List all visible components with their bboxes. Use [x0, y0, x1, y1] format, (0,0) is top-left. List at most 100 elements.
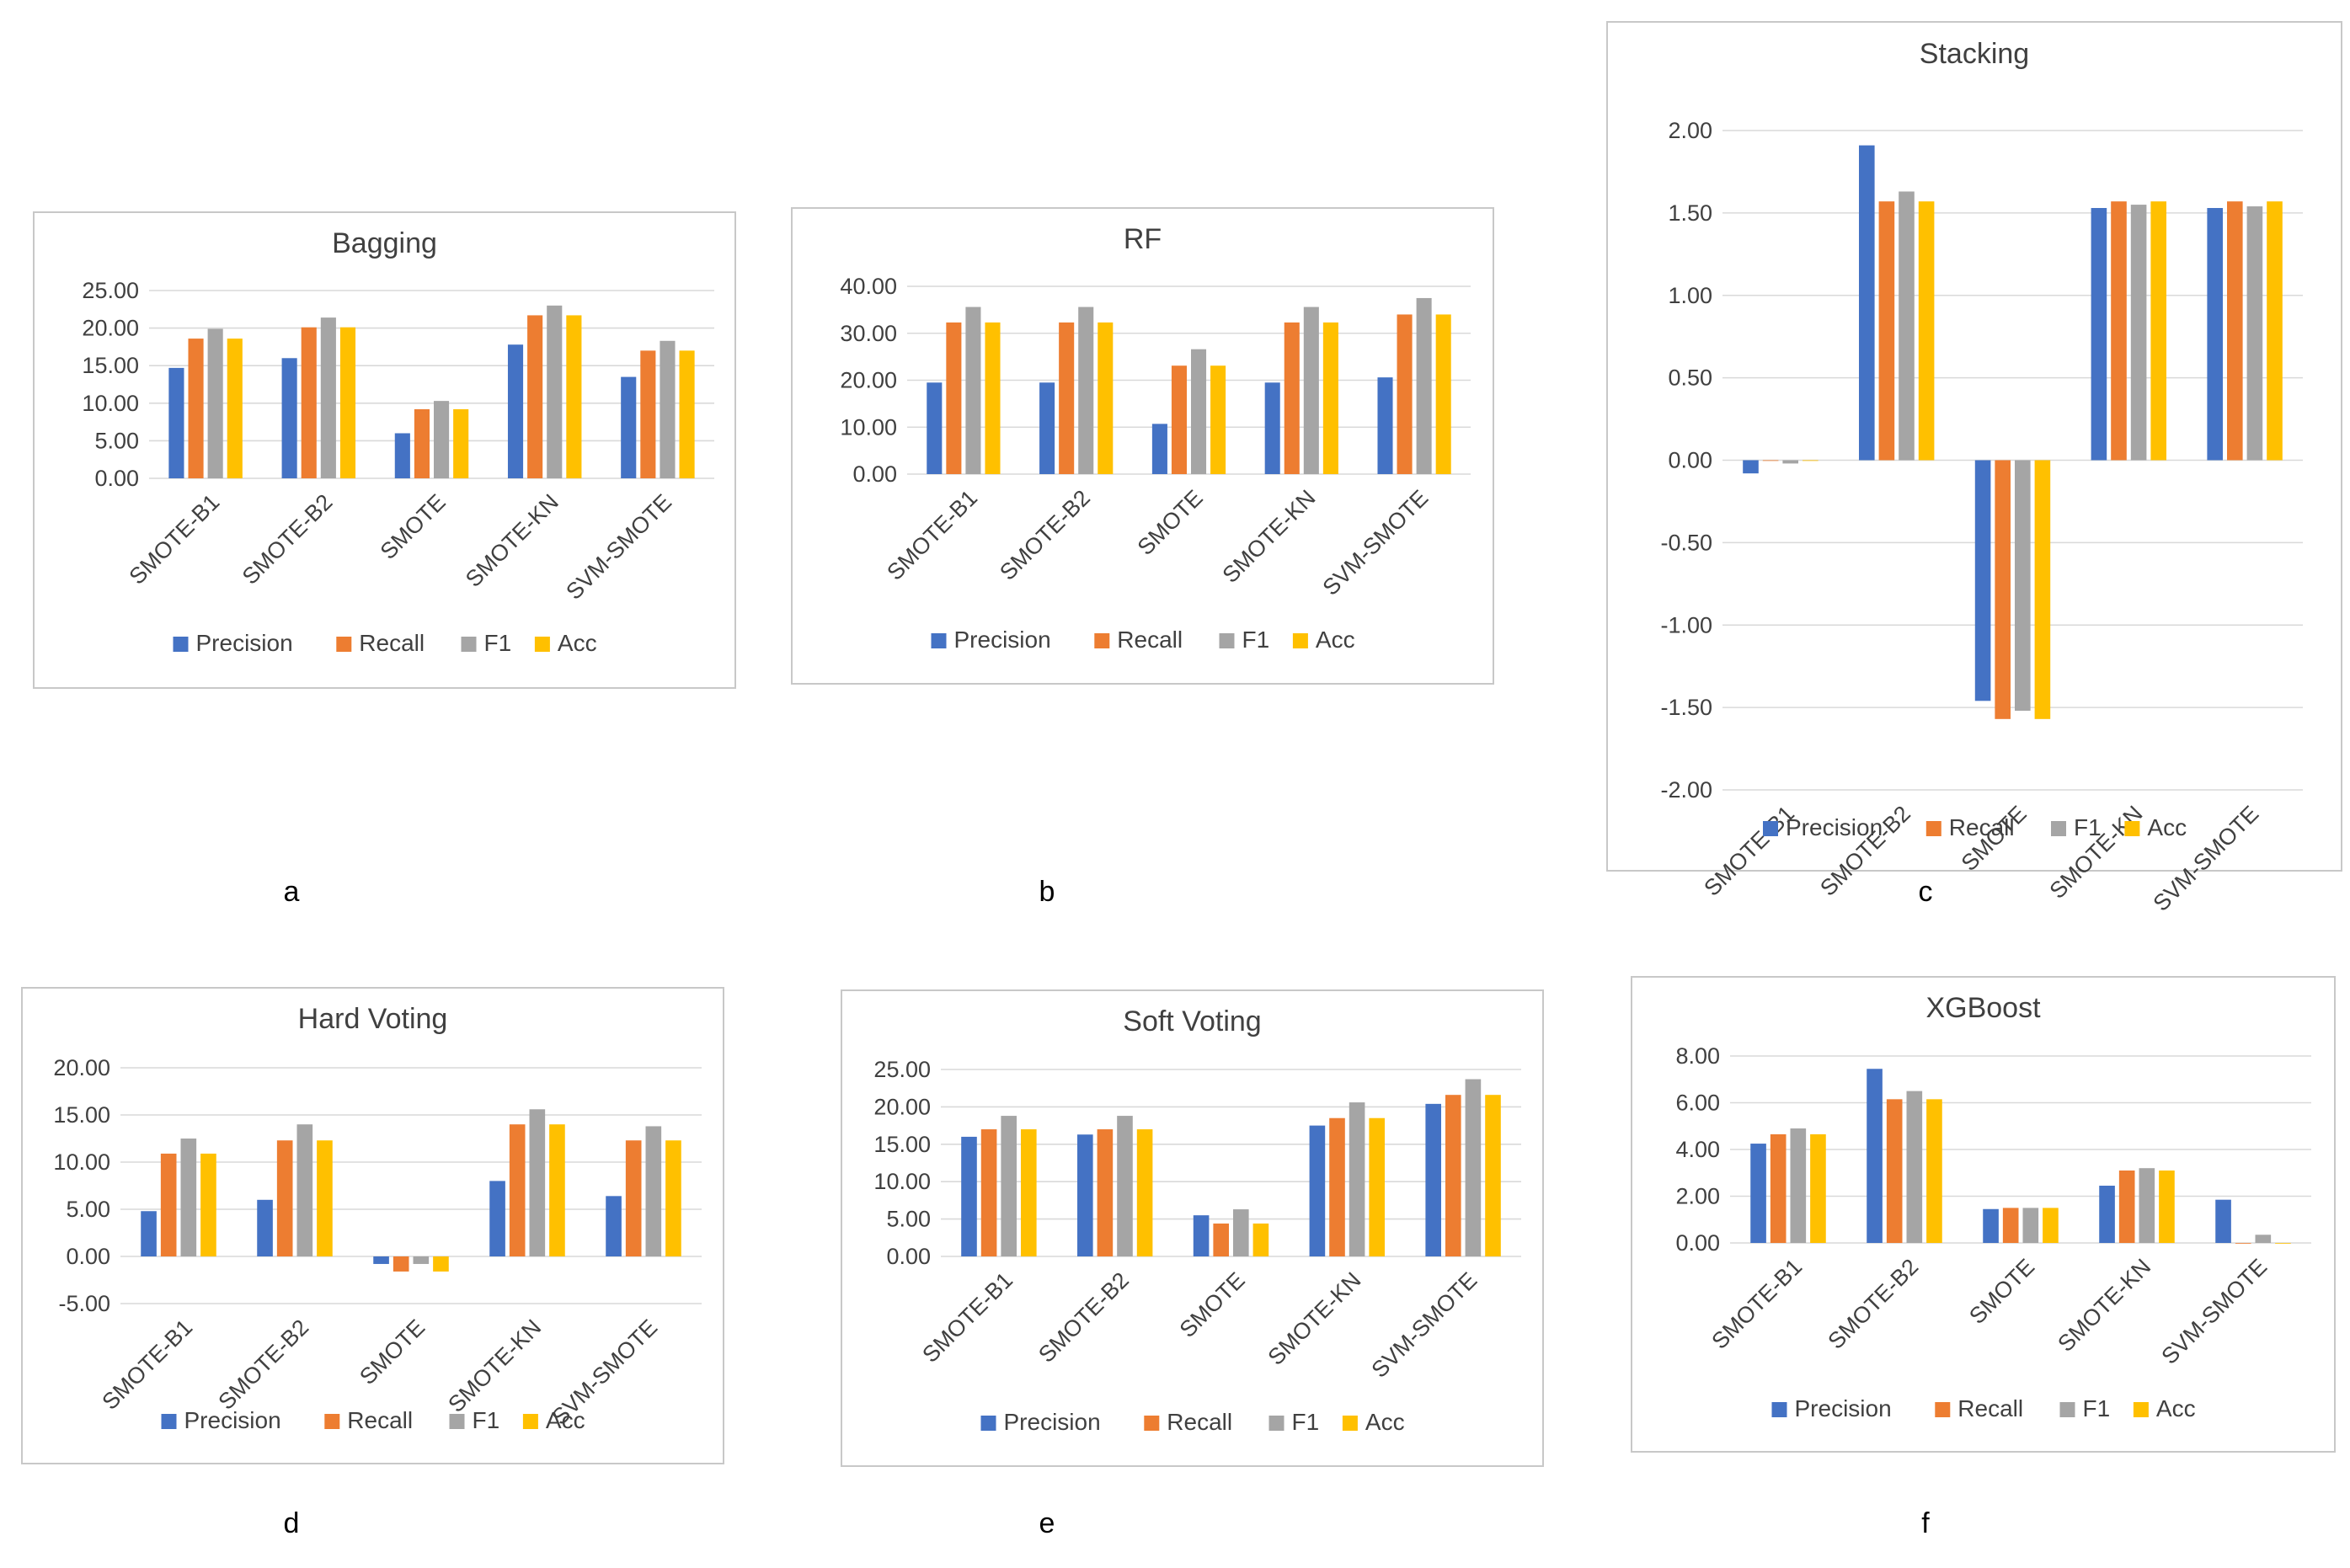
bar-precision-smote-kn — [1264, 382, 1280, 474]
legend-swatch-precision — [173, 637, 189, 652]
y-tick-label: 25.00 — [873, 1057, 931, 1082]
chart-panel-c: Stacking -2.00 -1.50 -1.00 -0.50 0.00 0.50 1.00… — [1606, 21, 2342, 916]
bar-f1-smote-kn — [1303, 307, 1319, 474]
bar-f1-smote-b1 — [1790, 1128, 1807, 1243]
legend-swatch-acc — [522, 1414, 538, 1429]
legend-swatch-acc — [1342, 1416, 1358, 1431]
y-tick-label: 5.00 — [66, 1197, 110, 1222]
bar-precision-smote-kn — [1309, 1125, 1326, 1256]
bar-acc-svm-smote — [1435, 314, 1451, 474]
bar-recall-smote-kn — [1284, 322, 1300, 474]
legend-label-recall: Recall — [1117, 627, 1183, 653]
y-tick-label: 1.50 — [1668, 200, 1712, 226]
bar-precision-smote-b1 — [927, 382, 943, 474]
legend-label-f1: F1 — [2083, 1395, 2111, 1421]
bar-precision-smote — [1193, 1215, 1210, 1256]
bar-precision-smote-b2 — [257, 1199, 273, 1256]
bar-f1-smote-kn — [529, 1109, 546, 1256]
y-tick-label: 10.00 — [840, 414, 897, 440]
bar-recall-smote-b2 — [276, 1140, 293, 1256]
bar-recall-smote-b2 — [1878, 201, 1895, 461]
legend-swatch-precision — [931, 633, 947, 648]
y-tick-label: 15.00 — [82, 353, 139, 378]
legend-label-precision: Precision — [196, 630, 293, 656]
legend-swatch-recall — [1094, 633, 1110, 648]
bar-acc-smote-b1 — [985, 322, 1001, 474]
bar-recall-smote — [1213, 1223, 1229, 1256]
bar-acc-smote-b2 — [339, 327, 356, 478]
legend-swatch-precision — [1771, 1402, 1787, 1417]
bar-acc-smote — [2034, 460, 2051, 719]
legend: Precision Recall F1 Acc — [980, 1409, 1405, 1435]
bar-f1-smote-b1 — [965, 307, 981, 474]
panel-letter: b — [1039, 876, 1055, 908]
y-tick-label: 8.00 — [1675, 1043, 1720, 1069]
legend-label-precision: Precision — [1786, 814, 1883, 840]
bar-recall-svm-smote — [2226, 201, 2243, 461]
chart-title: Bagging — [332, 227, 437, 259]
bar-f1-svm-smote — [645, 1126, 662, 1256]
panel-letter: d — [284, 1507, 300, 1539]
bar-acc-smote-b1 — [227, 339, 243, 478]
bar-f1-smote-b1 — [1782, 460, 1799, 464]
panel-letter: c — [1919, 876, 1933, 908]
y-tick-label: 2.00 — [1675, 1184, 1720, 1209]
y-tick-label: -1.50 — [1660, 695, 1712, 720]
y-tick-label: -2.00 — [1660, 777, 1712, 803]
y-tick-label: 0.00 — [1668, 448, 1712, 473]
y-tick-label: -5.00 — [58, 1291, 110, 1316]
bar-precision-svm-smote — [1377, 377, 1393, 474]
bar-f1-smote — [2015, 460, 2031, 712]
bar-f1-svm-smote — [1416, 297, 1432, 474]
bar-f1-smote — [413, 1256, 430, 1264]
bar-recall-svm-smote — [1397, 314, 1413, 474]
y-tick-label: 0.00 — [886, 1244, 931, 1269]
legend-label-f1: F1 — [484, 630, 512, 656]
legend-swatch-precision — [1763, 821, 1778, 836]
bar-precision-smote — [373, 1256, 389, 1264]
y-tick-label: 20.00 — [840, 368, 897, 393]
bar-f1-smote-b2 — [320, 317, 336, 478]
legend-label-precision: Precision — [1795, 1395, 1892, 1421]
legend: Precision Recall F1 Acc — [1763, 814, 2187, 840]
legend-label-precision: Precision — [954, 627, 1051, 653]
bar-recall-smote-b2 — [301, 327, 317, 478]
bar-acc-smote — [1252, 1223, 1269, 1256]
chart-title: RF — [1124, 223, 1162, 255]
legend-swatch-f1 — [449, 1414, 465, 1429]
legend-label-precision: Precision — [184, 1407, 281, 1433]
bar-recall-smote-b2 — [1886, 1099, 1903, 1243]
y-tick-label: 10.00 — [53, 1149, 110, 1175]
bar-f1-smote-kn — [2139, 1168, 2155, 1243]
legend-swatch-precision — [980, 1416, 996, 1431]
legend-label-recall: Recall — [1167, 1409, 1232, 1435]
bar-recall-smote-kn — [2118, 1170, 2135, 1243]
y-tick-label: 6.00 — [1675, 1091, 1720, 1116]
bar-f1-svm-smote — [660, 340, 676, 478]
chart-title: Hard Voting — [298, 1003, 448, 1035]
y-tick-label: 2.00 — [1668, 118, 1712, 143]
y-tick-label: 10.00 — [873, 1169, 931, 1194]
y-tick-label: -0.50 — [1660, 530, 1712, 555]
bar-f1-smote-b1 — [180, 1139, 197, 1256]
bar-acc-smote — [453, 408, 469, 478]
bar-precision-smote-b2 — [1867, 1069, 1883, 1243]
bar-precision-smote-kn — [507, 344, 524, 478]
y-tick-label: 5.00 — [94, 428, 139, 453]
bar-acc-smote-b1 — [1021, 1129, 1037, 1256]
bar-precision-smote-kn — [2091, 208, 2107, 461]
bar-acc-smote — [433, 1256, 449, 1272]
bar-f1-svm-smote — [1465, 1079, 1482, 1256]
bar-f1-smote-b2 — [1078, 307, 1094, 474]
bar-recall-smote-b1 — [946, 322, 962, 474]
legend: Precision Recall F1 Acc — [161, 1407, 585, 1433]
bar-precision-svm-smote — [2207, 208, 2223, 461]
bar-recall-svm-smote — [2235, 1243, 2251, 1244]
bar-f1-smote-kn — [547, 305, 563, 478]
legend-label-precision: Precision — [1004, 1409, 1101, 1435]
chart-title: XGBoost — [1925, 992, 2041, 1024]
bar-recall-smote — [1995, 460, 2011, 719]
y-tick-label: 20.00 — [82, 316, 139, 341]
